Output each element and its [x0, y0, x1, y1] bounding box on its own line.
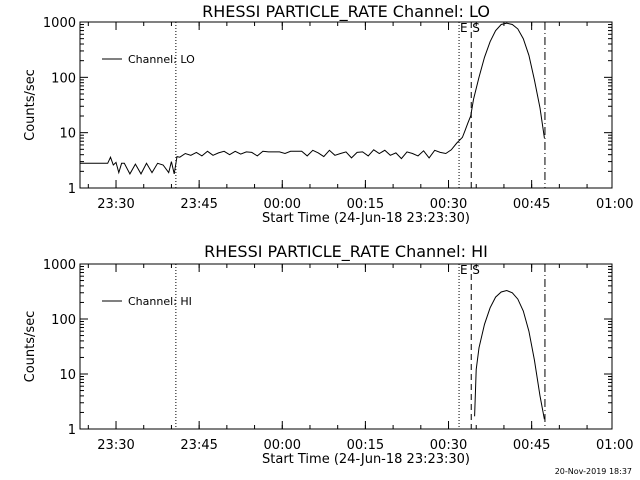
event-marker-label: S — [472, 21, 480, 35]
y-tick-label: 100 — [51, 313, 76, 328]
x-tick-label: 23:45 — [180, 197, 217, 212]
series-line — [80, 22, 545, 175]
y-tick-label: 1000 — [43, 258, 76, 273]
x-tick-label: 00:45 — [513, 438, 550, 453]
x-tick-label: 23:45 — [180, 438, 217, 453]
event-marker-label: E — [460, 21, 468, 35]
chart-title: RHESSI PARTICLE_RATE Channel: LO — [202, 2, 490, 22]
x-tick-label: 00:00 — [264, 438, 301, 453]
y-tick-label: 1 — [68, 182, 76, 197]
legend-label: Channel: LO — [128, 53, 195, 66]
x-tick-label: 01:00 — [596, 438, 633, 453]
x-tick-label: 00:15 — [347, 197, 384, 212]
generated-timestamp: 20-Nov-2019 18:37 — [555, 467, 632, 476]
y-tick-label: 1000 — [43, 16, 76, 31]
x-axis-label: Start Time (24-Jun-18 23:23:30) — [262, 211, 470, 226]
y-tick-label: 10 — [59, 127, 76, 142]
plot-frame — [79, 263, 613, 430]
plot-frame — [79, 21, 613, 189]
x-axis-label: Start Time (24-Jun-18 23:23:30) — [262, 452, 470, 467]
y-tick-label: 10 — [59, 368, 76, 383]
y-axis-label: Counts/sec — [23, 311, 38, 383]
x-tick-label: 23:30 — [97, 197, 134, 212]
x-tick-label: 00:30 — [430, 197, 467, 212]
event-marker-label: E — [460, 263, 468, 277]
x-tick-label: 01:00 — [596, 197, 633, 212]
y-tick-label: 100 — [51, 71, 76, 86]
legend-label: Channel: HI — [128, 295, 192, 308]
x-tick-label: 00:45 — [513, 197, 550, 212]
x-tick-label: 00:30 — [430, 438, 467, 453]
series-line — [474, 289, 545, 420]
x-tick-label: 00:15 — [347, 438, 384, 453]
chart-panel-hi: RHESSI PARTICLE_RATE Channel: HI 1 10 100 10… — [23, 242, 634, 467]
chart-title: RHESSI PARTICLE_RATE Channel: HI — [204, 242, 488, 262]
event-marker-label: S — [472, 263, 480, 277]
x-tick-label: 23:30 — [97, 438, 134, 453]
x-tick-label: 00:00 — [264, 197, 301, 212]
y-axis-label: Counts/sec — [23, 69, 38, 141]
chart-panel-lo: RHESSI PARTICLE_RATE Channel: LO 1 10 100 10… — [23, 2, 634, 226]
y-tick-label: 1 — [68, 423, 76, 438]
